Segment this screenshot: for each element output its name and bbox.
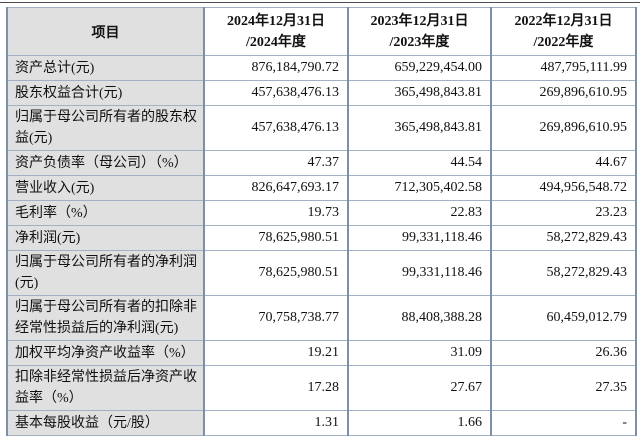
table-row: 归属于母公司所有者的净利润(元) 78,625,980.51 99,331,11… (6, 250, 637, 296)
table-row: 加权平均净资产收益率（%） 19.21 31.09 26.36 (6, 340, 637, 366)
row-label: 营业收入(元) (6, 175, 205, 201)
cell-value: 47.37 (203, 150, 349, 176)
cell-value: 99,331,118.46 (347, 250, 492, 296)
cell-value: 44.54 (347, 150, 492, 176)
cell-value: 22.83 (347, 200, 492, 226)
cell-value: 78,625,980.51 (203, 225, 349, 251)
table-row: 扣除非经常性损益后净资产收益率（%） 17.28 27.67 27.35 (6, 365, 637, 411)
cell-value: 23.23 (490, 200, 637, 226)
cell-value: 17.28 (203, 365, 349, 411)
cell-value: 494,956,548.72 (490, 175, 637, 201)
table-header-row: 项目 2024年12月31日 /2024年度 2023年12月31日 /2023… (6, 7, 637, 56)
header-period-2023: 2023年12月31日 /2023年度 (347, 7, 492, 56)
table-row: 归属于母公司所有者的扣除非经常性损益后的净利润(元) 70,758,738.77… (6, 295, 637, 341)
cell-value: 26.36 (490, 340, 637, 366)
cell-value: 876,184,790.72 (203, 55, 349, 81)
cell-value: 365,498,843.81 (347, 105, 492, 151)
header-period-line: /2024年度 (246, 34, 306, 50)
row-label: 资产负债率（母公司）（%） (6, 150, 205, 176)
header-period-2022: 2022年12月31日 /2022年度 (490, 7, 637, 56)
row-label: 归属于母公司所有者的扣除非经常性损益后的净利润(元) (6, 295, 205, 341)
cell-value: - (490, 410, 637, 436)
cell-value: 365,498,843.81 (347, 80, 492, 106)
cell-value: 19.73 (203, 200, 349, 226)
table-row: 归属于母公司所有者的股东权益(元) 457,638,476.13 365,498… (6, 105, 637, 151)
cell-value: 457,638,476.13 (203, 105, 349, 151)
row-label: 股东权益合计(元) (6, 80, 205, 106)
row-label: 加权平均净资产收益率（%） (6, 340, 205, 366)
row-label: 净利润(元) (6, 225, 205, 251)
cell-value: 27.35 (490, 365, 637, 411)
cell-value: 659,229,454.00 (347, 55, 492, 81)
cell-value: 826,647,693.17 (203, 175, 349, 201)
row-label: 基本每股收益（元/股） (6, 410, 205, 436)
row-label: 扣除非经常性损益后净资产收益率（%） (6, 365, 205, 411)
table-row: 资产总计(元) 876,184,790.72 659,229,454.00 48… (6, 55, 637, 81)
cell-value: 99,331,118.46 (347, 225, 492, 251)
cell-value: 88,408,388.28 (347, 295, 492, 341)
row-label: 归属于母公司所有者的股东权益(元) (6, 105, 205, 151)
header-period-line: 2022年12月31日 (514, 13, 613, 29)
table-row: 毛利率（%） 19.73 22.83 23.23 (6, 200, 637, 226)
cell-value: 70,758,738.77 (203, 295, 349, 341)
cell-value: 487,795,111.99 (490, 55, 637, 81)
financial-summary-table: 项目 2024年12月31日 /2024年度 2023年12月31日 /2023… (6, 7, 637, 436)
cell-value: 269,896,610.95 (490, 105, 637, 151)
table-row: 基本每股收益（元/股） 1.31 1.66 - (6, 410, 637, 436)
header-period-line: /2023年度 (389, 34, 450, 50)
cell-value: 19.21 (203, 340, 349, 366)
row-label: 归属于母公司所有者的净利润(元) (6, 250, 205, 296)
cell-value: 44.67 (490, 150, 637, 176)
cell-value: 58,272,829.43 (490, 250, 637, 296)
cell-value: 78,625,980.51 (203, 250, 349, 296)
cell-value: 60,459,012.79 (490, 295, 637, 341)
table-row: 资产负债率（母公司）（%） 47.37 44.54 44.67 (6, 150, 637, 176)
cell-value: 457,638,476.13 (203, 80, 349, 106)
header-period-line: 2023年12月31日 (370, 13, 469, 29)
cell-value: 31.09 (347, 340, 492, 366)
header-period-line: 2024年12月31日 (227, 13, 325, 29)
cell-value: 712,305,402.58 (347, 175, 492, 201)
table-row: 股东权益合计(元) 457,638,476.13 365,498,843.81 … (6, 80, 637, 106)
cell-value: 1.31 (203, 410, 349, 436)
row-label: 毛利率（%） (6, 200, 205, 226)
header-period-2024: 2024年12月31日 /2024年度 (203, 7, 349, 56)
cell-value: 58,272,829.43 (490, 225, 637, 251)
table-row: 营业收入(元) 826,647,693.17 712,305,402.58 49… (6, 175, 637, 201)
cell-value: 1.66 (347, 410, 492, 436)
header-period-line: /2022年度 (533, 34, 594, 50)
table-row: 净利润(元) 78,625,980.51 99,331,118.46 58,27… (6, 225, 637, 251)
row-label: 资产总计(元) (6, 55, 205, 81)
header-item-label: 项目 (6, 7, 205, 56)
cell-value: 269,896,610.95 (490, 80, 637, 106)
top-divider (0, 2, 640, 3)
cell-value: 27.67 (347, 365, 492, 411)
